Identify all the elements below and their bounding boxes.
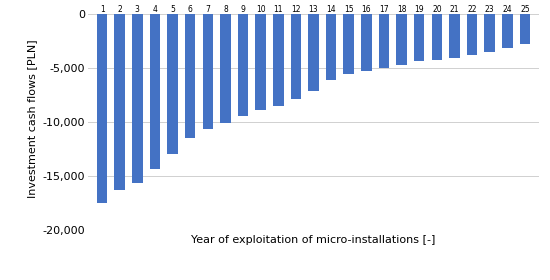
- Bar: [343, 14, 354, 74]
- Bar: [185, 14, 195, 138]
- Bar: [150, 14, 160, 169]
- Bar: [502, 14, 513, 48]
- Text: 2: 2: [117, 5, 122, 14]
- Text: 17: 17: [379, 5, 389, 14]
- Bar: [449, 14, 460, 58]
- Bar: [238, 14, 248, 116]
- Text: 19: 19: [414, 5, 424, 14]
- Bar: [308, 14, 319, 92]
- Text: 5: 5: [170, 5, 175, 14]
- Text: 1: 1: [100, 5, 104, 14]
- X-axis label: Year of exploitation of micro-installations [-]: Year of exploitation of micro-installati…: [191, 235, 436, 245]
- Bar: [255, 14, 266, 110]
- Text: 12: 12: [291, 5, 301, 14]
- Text: 25: 25: [520, 5, 530, 14]
- Text: 23: 23: [485, 5, 494, 14]
- Text: 7: 7: [205, 5, 210, 14]
- Text: 4: 4: [152, 5, 157, 14]
- Bar: [414, 14, 425, 61]
- Bar: [290, 14, 301, 99]
- Bar: [397, 14, 407, 64]
- Text: 6: 6: [188, 5, 192, 14]
- Text: 8: 8: [223, 5, 228, 14]
- Text: 18: 18: [397, 5, 406, 14]
- Bar: [167, 14, 178, 154]
- Bar: [361, 14, 372, 71]
- Text: 14: 14: [326, 5, 336, 14]
- Bar: [485, 14, 495, 52]
- Text: 20: 20: [432, 5, 442, 14]
- Bar: [220, 14, 230, 123]
- Bar: [114, 14, 125, 190]
- Text: 9: 9: [240, 5, 245, 14]
- Bar: [379, 14, 389, 68]
- Text: 22: 22: [468, 5, 477, 14]
- Text: 24: 24: [503, 5, 512, 14]
- Bar: [132, 14, 142, 183]
- Bar: [432, 14, 442, 60]
- Text: 15: 15: [344, 5, 354, 14]
- Text: 13: 13: [309, 5, 318, 14]
- Bar: [467, 14, 477, 55]
- Text: 16: 16: [361, 5, 371, 14]
- Bar: [520, 14, 530, 44]
- Bar: [97, 14, 107, 203]
- Bar: [326, 14, 337, 80]
- Y-axis label: Investment cash flows [PLN]: Investment cash flows [PLN]: [27, 40, 37, 198]
- Text: 21: 21: [450, 5, 459, 14]
- Bar: [273, 14, 284, 106]
- Bar: [202, 14, 213, 129]
- Text: 10: 10: [256, 5, 266, 14]
- Text: 3: 3: [135, 5, 140, 14]
- Text: 11: 11: [273, 5, 283, 14]
